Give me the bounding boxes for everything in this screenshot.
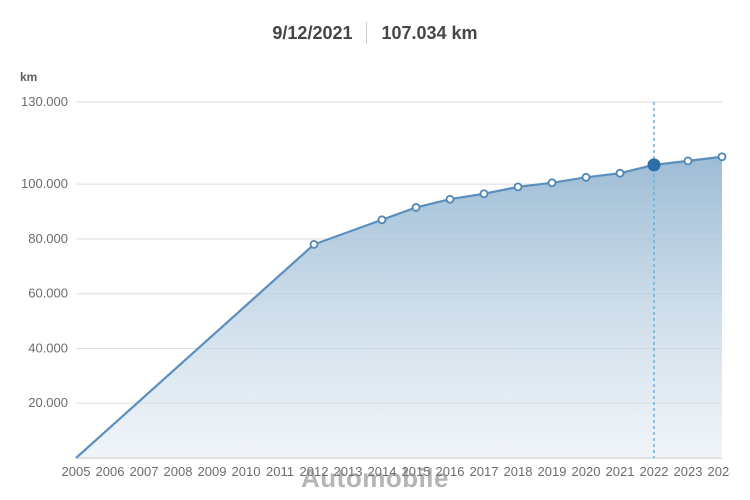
x-tick-label: 2020: [572, 464, 601, 479]
data-marker: [481, 190, 488, 197]
y-tick-label: 40.000: [28, 340, 68, 355]
x-tick-label: 2017: [470, 464, 499, 479]
x-tick-label: 2015: [402, 464, 431, 479]
x-tick-label: 2013: [334, 464, 363, 479]
x-tick-label: 2016: [436, 464, 465, 479]
data-marker-highlight: [648, 159, 660, 171]
data-marker: [447, 196, 454, 203]
chart-container: km 20.000 40.000 60.000 80.000 100.000 130.00…: [20, 68, 730, 490]
data-marker: [583, 174, 590, 181]
y-tick-label: 80.000: [28, 231, 68, 246]
y-tick-label: 20.000: [28, 395, 68, 410]
y-tick-label: 100.000: [21, 176, 68, 191]
x-tick-label: 2008: [164, 464, 193, 479]
header-divider: [366, 22, 367, 44]
header-value: 107.034 km: [381, 23, 477, 44]
data-marker: [379, 216, 386, 223]
x-tick-label: 2010: [232, 464, 261, 479]
area-fill: [76, 157, 722, 458]
x-tick-label: 2006: [96, 464, 125, 479]
data-marker: [685, 157, 692, 164]
x-tick-label: 2019: [538, 464, 567, 479]
x-tick-label: 2021: [606, 464, 635, 479]
y-tick-label: 130.000: [21, 94, 68, 109]
x-tick-label: 2018: [504, 464, 533, 479]
mileage-chart: 20.000 40.000 60.000 80.000 100.000 130.000 20…: [20, 68, 730, 488]
x-tick-label: 2007: [130, 464, 159, 479]
chart-header: 9/12/2021 107.034 km: [0, 0, 750, 62]
x-tick-label: 2023: [674, 464, 703, 479]
header-date: 9/12/2021: [272, 23, 352, 44]
data-marker: [413, 204, 420, 211]
y-tick-label: 60.000: [28, 286, 68, 301]
data-marker: [719, 153, 726, 160]
x-tick-label: 2024: [708, 464, 730, 479]
data-marker: [515, 183, 522, 190]
x-tick-label: 2009: [198, 464, 227, 479]
x-tick-label: 2014: [368, 464, 397, 479]
x-tick-label: 2011: [266, 464, 294, 479]
data-marker: [617, 170, 624, 177]
data-marker: [311, 241, 318, 248]
data-marker: [549, 179, 556, 186]
y-axis-unit: km: [20, 70, 37, 84]
x-tick-label: 2012: [300, 464, 329, 479]
x-tick-label: 2005: [62, 464, 91, 479]
x-tick-label: 2022: [640, 464, 669, 479]
